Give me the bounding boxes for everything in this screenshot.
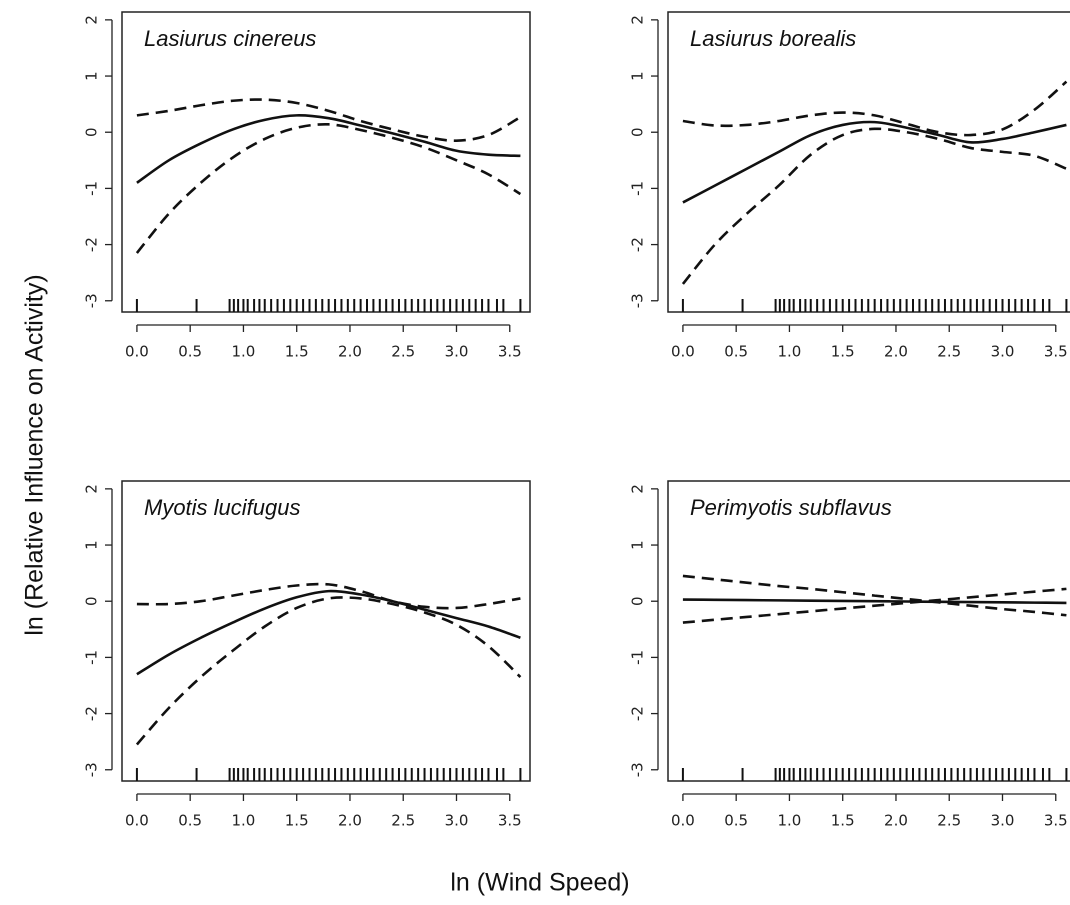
y-axis-label: ln (Relative Influence on Activity) — [21, 274, 49, 635]
x-tick-label: 3.0 — [991, 812, 1015, 830]
y-tick-label: -2 — [83, 237, 101, 252]
x-tick-label: 1.5 — [285, 812, 309, 830]
y-tick-label: 1 — [629, 540, 647, 550]
x-tick-label: 2.5 — [391, 343, 415, 361]
x-tick-label: 0.5 — [724, 343, 748, 361]
confidence-band-line — [682, 80, 1068, 137]
smooth-fit-line — [682, 598, 1067, 605]
x-tick-label: 0.5 — [724, 812, 748, 830]
x-tick-label: 2.5 — [937, 343, 961, 361]
confidence-band-line — [681, 127, 1067, 285]
y-tick-label: 1 — [83, 540, 101, 550]
x-axis-label: ln (Wind Speed) — [450, 869, 629, 897]
confidence-band-line — [682, 574, 1067, 617]
confidence-band-line — [136, 582, 521, 610]
x-tick-label: 1.0 — [778, 812, 802, 830]
y-tick-label: 0 — [83, 127, 101, 137]
x-tick-label: 1.5 — [831, 343, 855, 361]
y-tick-label: 0 — [83, 596, 101, 606]
x-tick-label: 3.0 — [991, 343, 1015, 361]
confidence-band-line — [682, 587, 1067, 624]
x-tick-label: 3.0 — [445, 343, 469, 361]
y-tick-label: 1 — [83, 71, 101, 81]
y-tick-label: 2 — [629, 15, 647, 25]
confidence-band-line — [135, 122, 522, 254]
y-tick-label: 0 — [629, 596, 647, 606]
y-tick-label: 1 — [629, 71, 647, 81]
y-tick-label: 2 — [629, 484, 647, 494]
y-tick-label: -1 — [83, 181, 101, 196]
y-tick-label: -2 — [629, 706, 647, 721]
x-tick-label: 3.5 — [1044, 343, 1068, 361]
x-tick-label: 2.5 — [391, 812, 415, 830]
y-tick-label: 0 — [629, 127, 647, 137]
x-tick-label: 1.0 — [232, 343, 256, 361]
smooth-fit-line — [136, 589, 521, 676]
panel-title: Lasiurus borealis — [690, 26, 856, 51]
x-tick-label: 1.0 — [778, 343, 802, 361]
y-tick-label: -3 — [629, 293, 647, 308]
x-tick-label: 2.5 — [937, 812, 961, 830]
x-tick-label: 0.5 — [178, 343, 202, 361]
x-tick-label: 2.0 — [884, 343, 908, 361]
smooth-fit-line — [136, 114, 521, 184]
x-tick-label: 1.5 — [285, 343, 309, 361]
y-tick-label: -1 — [83, 650, 101, 665]
y-tick-label: -1 — [629, 181, 647, 196]
confidence-band-line — [136, 98, 522, 142]
x-tick-label: 3.5 — [1044, 812, 1068, 830]
plot-frame — [121, 11, 531, 313]
x-tick-label: 0.0 — [671, 343, 695, 361]
x-tick-label: 2.0 — [338, 812, 362, 830]
x-tick-label: 3.0 — [445, 812, 469, 830]
panel-title: Lasiurus cinereus — [144, 26, 316, 51]
x-tick-label: 0.0 — [125, 812, 149, 830]
y-tick-label: -3 — [629, 762, 647, 777]
y-tick-label: -3 — [83, 762, 101, 777]
plot-frame — [667, 480, 1070, 782]
y-tick-label: -1 — [629, 650, 647, 665]
y-tick-label: 2 — [83, 15, 101, 25]
panel-title: Myotis lucifugus — [144, 495, 301, 520]
y-tick-label: -2 — [629, 237, 647, 252]
x-tick-label: 2.0 — [338, 343, 362, 361]
x-tick-label: 0.0 — [125, 343, 149, 361]
panel-title: Perimyotis subflavus — [690, 495, 892, 520]
x-tick-label: 1.0 — [232, 812, 256, 830]
plot-frame — [667, 11, 1070, 313]
x-tick-label: 0.0 — [671, 812, 695, 830]
y-tick-label: -2 — [83, 706, 101, 721]
x-tick-label: 3.5 — [498, 812, 522, 830]
plot-frame — [121, 480, 531, 782]
x-tick-label: 3.5 — [498, 343, 522, 361]
x-tick-label: 0.5 — [178, 812, 202, 830]
x-tick-label: 2.0 — [884, 812, 908, 830]
x-tick-label: 1.5 — [831, 812, 855, 830]
smooth-fit-line — [682, 120, 1067, 204]
y-tick-label: -3 — [83, 293, 101, 308]
y-tick-label: 2 — [83, 484, 101, 494]
